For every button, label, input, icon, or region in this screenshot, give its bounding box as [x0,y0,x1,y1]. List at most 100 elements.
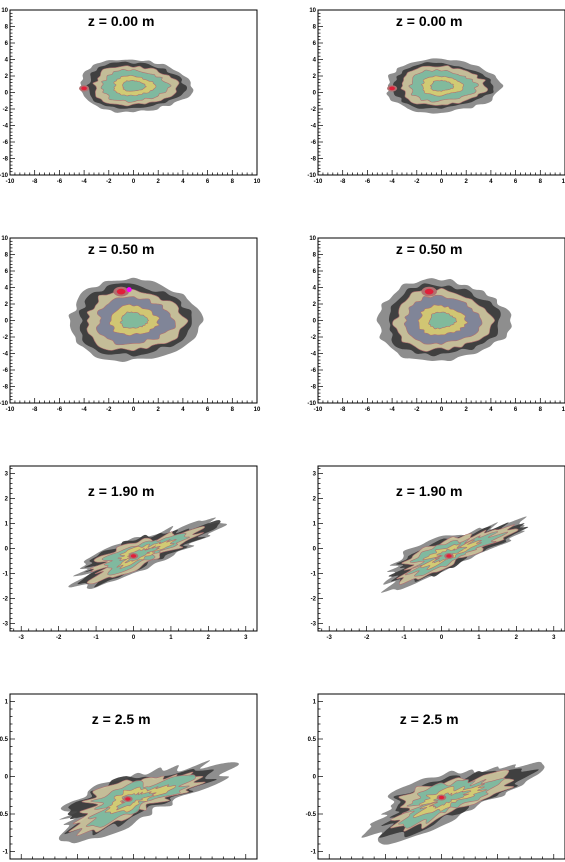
hotspot [438,795,445,800]
x-tick-label: 6 [514,407,518,413]
panel-title: z = 0.50 m [396,241,463,257]
x-tick-label: 2 [465,407,469,413]
x-tick-label: 2 [157,179,161,185]
hotspot [125,797,131,801]
heatmap-area [381,516,529,593]
hotspot [389,86,395,91]
core-contour [429,79,455,92]
y-tick-label: -2 [3,335,9,341]
hotspot [81,86,87,91]
x-tick-label: 0 [132,407,136,413]
y-tick-label: -2 [311,597,317,603]
y-tick-label: -6 [3,140,9,146]
y-tick-label: 1 [5,522,9,528]
y-tick-label: -2 [311,107,317,113]
x-tick-label: 8 [539,179,543,185]
y-tick-label: 6 [313,269,317,275]
y-tick-label: 0 [313,775,317,781]
y-tick-label: -0.5 [306,812,317,818]
x-tick-label: -2 [106,407,112,413]
y-tick-label: -3 [311,622,317,628]
x-tick-label: 10 [562,179,565,185]
x-tick-label: -4 [389,407,395,413]
core-contour [119,311,149,329]
x-tick-label: 2 [465,179,469,185]
x-tick-label: 0 [440,179,444,185]
chart-panel: -3 -2 -1 0 1 2 3 3 2 1 0 -1 -2 -3 z = 1.90 m [3,465,258,641]
y-tick-label: 10 [1,8,8,14]
chart-panel: -1-0.500.5110.50-0.5-1z = 2.5 m [306,693,565,860]
heatmap-area [68,277,204,362]
x-tick-label: 4 [489,407,493,413]
x-tick-label: 1 [477,635,481,641]
y-tick-label: -2 [3,597,9,603]
y-tick-label: 2 [5,497,9,503]
y-tick-label: 4 [5,58,9,64]
x-tick-label: -8 [340,407,346,413]
x-tick-label: -1 [401,635,407,641]
y-tick-label: -1 [3,572,9,578]
y-tick-label: 0.5 [0,737,9,743]
x-tick-label: 10 [254,407,261,413]
y-tick-label: 8 [313,253,317,259]
x-tick-label: 4 [181,407,185,413]
x-tick-label: -2 [364,635,370,641]
x-tick-label: 6 [206,179,210,185]
y-tick-label: -8 [311,385,317,391]
heatmap-area [361,761,545,845]
heatmap-area [79,59,194,113]
panel-title: z = 0.50 m [88,241,155,257]
x-tick-label: -10 [6,407,15,413]
hotspot [446,554,452,558]
y-tick-label: -10 [0,401,9,407]
heatmap-area [58,760,239,844]
y-tick-label: 10 [309,8,316,14]
x-tick-label: 0 [440,407,444,413]
core-contour [122,80,147,92]
y-tick-label: 3 [5,472,9,478]
x-tick-label: -8 [340,179,346,185]
y-tick-label: 2 [313,302,317,308]
x-tick-label: 0 [440,635,444,641]
x-tick-label: 6 [206,407,210,413]
heatmap-area [376,278,512,362]
y-tick-label: 10 [309,236,316,242]
x-tick-label: 2 [157,407,161,413]
heatmap-area [68,517,227,589]
x-tick-label: 8 [539,407,543,413]
y-tick-label: -2 [3,107,9,113]
x-tick-label: 0 [132,635,136,641]
y-tick-label: 8 [313,25,317,31]
x-tick-label: 2 [207,635,211,641]
x-tick-label: -4 [81,179,87,185]
x-tick-label: -10 [314,407,323,413]
hotspot [130,554,137,558]
x-tick-label: -4 [389,179,395,185]
y-tick-label: 4 [313,58,317,64]
y-tick-label: 2 [5,302,9,308]
x-tick-label: -6 [57,407,63,413]
x-tick-label: 3 [552,635,556,641]
y-tick-label: 0 [5,547,9,553]
x-tick-label: -6 [365,407,371,413]
core-contour [428,790,472,809]
y-tick-label: -6 [3,368,9,374]
y-tick-label: -3 [3,622,9,628]
y-tick-label: -8 [311,157,317,163]
y-tick-label: 4 [313,286,317,292]
y-tick-label: 1 [313,700,317,706]
core-contour [428,311,457,330]
y-tick-label: -10 [307,173,316,179]
y-tick-label: 6 [5,269,9,275]
y-tick-label: -2 [311,335,317,341]
y-tick-label: 2 [313,497,317,503]
y-tick-label: 0 [313,91,317,97]
x-tick-label: 10 [254,179,261,185]
chart-panel: -1-0.500.5110.50-0.5-1z = 2.5 m [0,693,258,860]
y-tick-label: -4 [311,124,317,130]
y-tick-label: 6 [313,41,317,47]
panel-title: z = 2.5 m [400,711,459,727]
panel-title: z = 0.00 m [396,13,463,29]
y-tick-label: 0.5 [308,737,317,743]
x-tick-label: -4 [81,407,87,413]
